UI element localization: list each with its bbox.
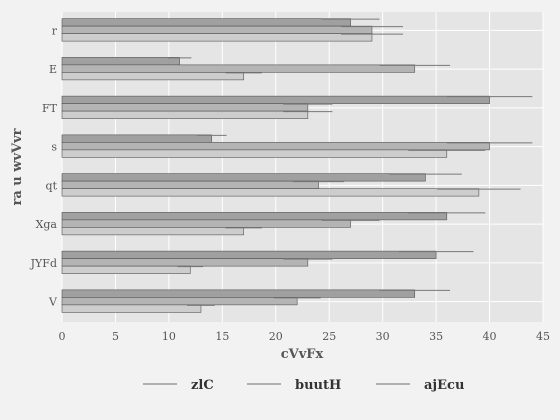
legend-label: ajEcu: [424, 378, 464, 393]
x-tick-label: 45: [536, 330, 550, 343]
x-axis-ticks: 0 5 10 15 20 25 30 35 40 45: [59, 330, 551, 343]
bar-zlC-Xga: [61, 212, 448, 221]
x-tick-label: 20: [269, 330, 283, 343]
x-tick-label: 15: [215, 330, 229, 343]
bar-buutH-r: [61, 25, 373, 34]
y-tick-label: Xga: [36, 218, 58, 231]
bar-buutH-V: [61, 297, 298, 306]
bar-ajEcu-s: [61, 149, 448, 158]
bar-buutH-Xga: [61, 219, 351, 228]
x-tick-label: 5: [112, 330, 119, 343]
x-axis-label: cVvFx: [281, 347, 324, 362]
bar-buutH-E: [61, 64, 416, 73]
y-tick-label: qt: [46, 179, 58, 192]
bar-zlC-FT: [61, 95, 490, 104]
y-axis-ticks: r E FT s qt Xga JYFd V: [30, 24, 58, 308]
bar-buutH-JYFd: [61, 258, 309, 267]
bar-ajEcu-E: [61, 72, 245, 81]
legend: zlC buutH ajEcu: [143, 378, 464, 393]
x-tick-label: 35: [429, 330, 443, 343]
legend-label: buutH: [295, 378, 341, 393]
bars: [61, 18, 533, 313]
y-tick-label: JYFd: [30, 257, 57, 270]
y-tick-label: FT: [42, 102, 58, 115]
bar-ajEcu-qt: [61, 188, 480, 197]
y-tick-label: V: [48, 296, 58, 309]
x-tick-label: 40: [483, 330, 497, 343]
bar-zlC-s: [61, 134, 212, 143]
x-tick-label: 10: [162, 330, 176, 343]
bar-zlC-JYFd: [61, 250, 437, 259]
bar-ajEcu-r: [61, 33, 373, 42]
y-tick-label: E: [49, 63, 57, 76]
legend-label: zlC: [191, 378, 214, 393]
x-tick-label: 25: [322, 330, 336, 343]
bar-zlC-qt: [61, 173, 426, 182]
bar-ajEcu-JYFd: [61, 265, 191, 274]
bar-ajEcu-FT: [61, 110, 309, 119]
bar-buutH-FT: [61, 103, 309, 112]
y-axis-label: ra u wvVvr: [10, 128, 25, 205]
y-tick-label: r: [52, 24, 58, 37]
y-tick-label: s: [51, 141, 57, 154]
bar-zlC-E: [61, 57, 180, 66]
bar-zlC-r: [61, 18, 351, 27]
bar-buutH-qt: [61, 180, 319, 189]
bar-ajEcu-V: [61, 304, 202, 313]
bar-buutH-s: [61, 142, 490, 151]
x-tick-label: 30: [376, 330, 390, 343]
x-tick-label: 0: [59, 330, 66, 343]
bar-ajEcu-Xga: [61, 227, 245, 236]
bar-zlC-V: [61, 289, 416, 298]
